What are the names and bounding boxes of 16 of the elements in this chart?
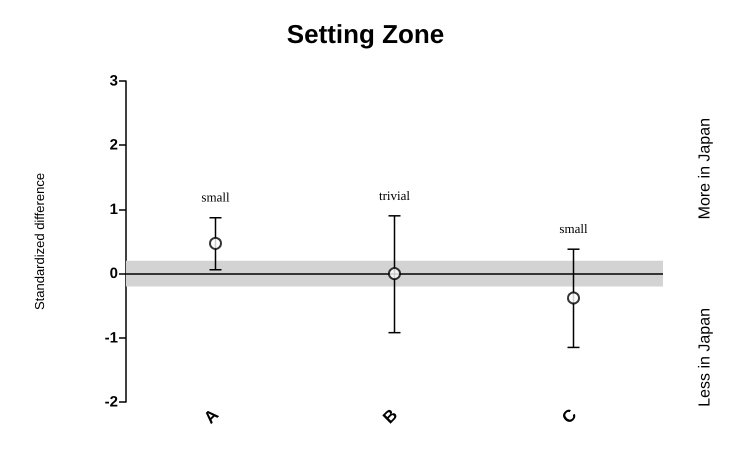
y-tick-label: -1 — [104, 329, 118, 346]
annotation: small — [201, 190, 230, 205]
x-tick-label: A — [200, 405, 222, 428]
text: More in Japan — [696, 118, 714, 220]
chart-title: Setting Zone — [286, 19, 444, 49]
x-tick-label: B — [379, 405, 402, 428]
annotation: trivial — [378, 188, 410, 203]
y-tick-label: 1 — [110, 200, 118, 218]
y-tick-label: 3 — [110, 72, 118, 90]
y-tick-label: -2 — [104, 394, 118, 410]
x-tick-label: C — [558, 405, 580, 428]
annotation: small — [559, 221, 588, 236]
y-tick-label: 0 — [110, 265, 118, 282]
y-tick-label: 2 — [110, 136, 118, 154]
text: Less in Japan — [696, 308, 714, 407]
y-axis-title: Standardized difference — [32, 172, 47, 310]
